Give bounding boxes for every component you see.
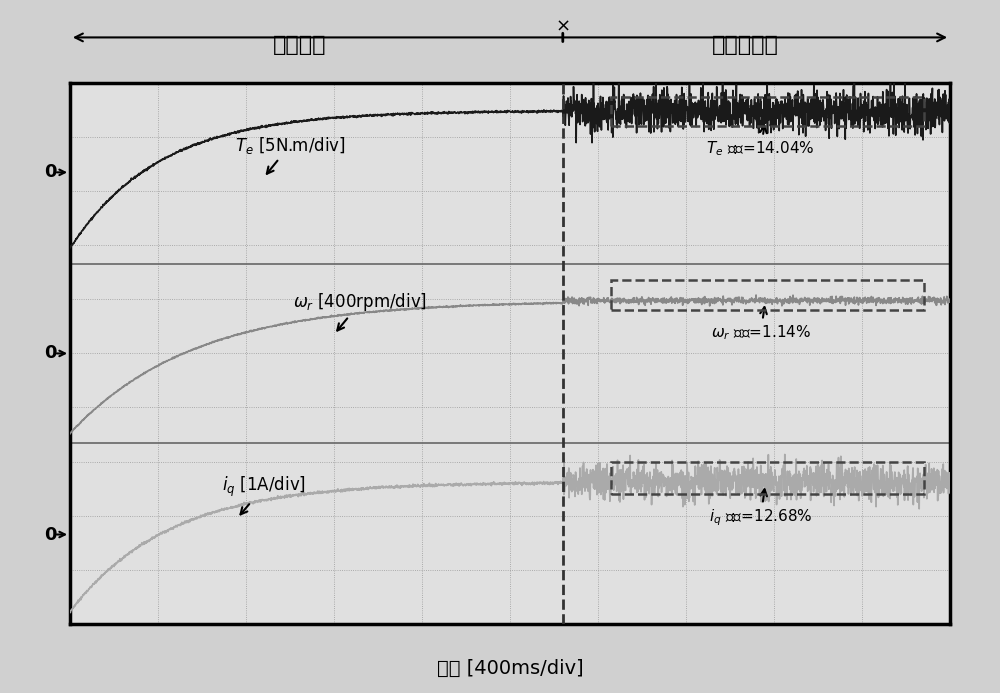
Text: ×: × <box>555 17 570 35</box>
Text: 线性区域: 线性区域 <box>273 35 327 55</box>
Text: $\omega_r$ [400rpm/div]: $\omega_r$ [400rpm/div] <box>293 292 427 331</box>
Bar <box>611 96 924 126</box>
Text: 0: 0 <box>44 164 57 182</box>
Text: $T_e$ [5N.m/div]: $T_e$ [5N.m/div] <box>235 134 345 174</box>
Text: $\omega_r$ 波动=1.14%: $\omega_r$ 波动=1.14% <box>711 307 811 342</box>
Text: 过调制区域: 过调制区域 <box>712 35 778 55</box>
Text: $T_e$ 波动=14.04%: $T_e$ 波动=14.04% <box>706 126 815 158</box>
Text: 0: 0 <box>44 525 57 543</box>
Text: 时间 [400ms/div]: 时间 [400ms/div] <box>437 659 583 678</box>
Text: $i_q$ [1A/div]: $i_q$ [1A/div] <box>222 475 306 514</box>
Bar <box>611 462 924 494</box>
Text: 0: 0 <box>44 344 57 362</box>
Text: $i_q$ 波动=12.68%: $i_q$ 波动=12.68% <box>709 489 813 527</box>
Bar <box>611 281 924 310</box>
